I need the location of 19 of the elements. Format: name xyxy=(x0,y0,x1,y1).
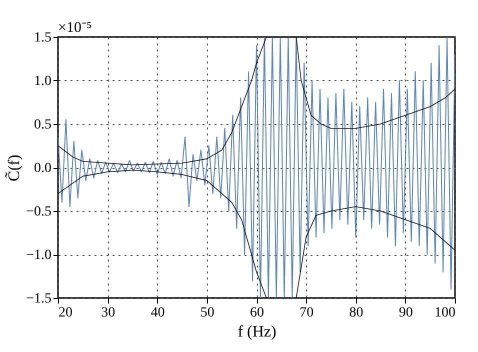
x-tick-label: 100 xyxy=(434,306,456,320)
text: ×10⁻⁵ xyxy=(58,20,92,36)
x-tick-label: 80 xyxy=(349,306,364,320)
y-tick-label: −1.5 xyxy=(26,292,52,306)
x-tick-label: 90 xyxy=(398,306,413,320)
y-tick-label: −1.0 xyxy=(26,248,52,263)
y-axis-title: C̃(f) xyxy=(4,154,24,182)
y-tick-label: 1.0 xyxy=(34,74,52,89)
x-axis-title: f (Hz) xyxy=(238,324,276,340)
y-tick-label: −0.5 xyxy=(26,204,52,220)
x-tick-label: 30 xyxy=(101,306,116,320)
x-tick-label: 50 xyxy=(200,306,214,320)
x-tick-label: 20 xyxy=(58,306,72,320)
y-tick-label: 0.0 xyxy=(34,161,52,176)
x-tick-label: 40 xyxy=(150,306,165,320)
y-tick-label: 0.5 xyxy=(34,118,52,132)
y-tick-label: 1.5 xyxy=(34,30,52,46)
x-tick-label: 70 xyxy=(300,306,314,320)
x-tick-label: 60 xyxy=(250,306,264,320)
